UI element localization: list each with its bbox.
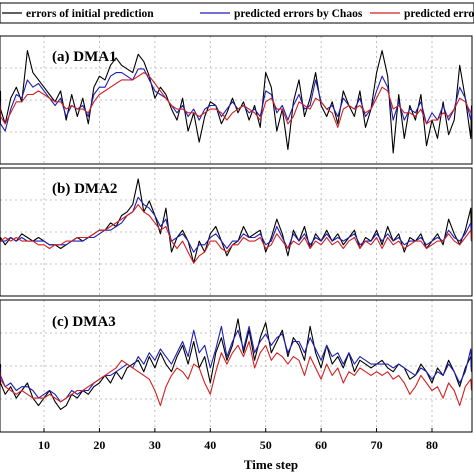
panel-dma2-grid [0, 168, 472, 296]
x-tick-label: 70 [371, 438, 383, 452]
panel-dma2-series [0, 178, 473, 264]
x-tick-label: 30 [149, 438, 161, 452]
legend: errors of initial prediction predicted e… [0, 2, 474, 24]
panel-dma1-series [0, 50, 473, 154]
panel-dma2: (b) DMA2 [0, 167, 473, 297]
panel-dma1-title: (a) DMA1 [52, 49, 117, 65]
panel-dma2-frame [0, 167, 473, 297]
x-tick-label: 40 [204, 438, 216, 452]
series-line-dma1-initial [0, 50, 473, 154]
legend-label-predicted: predicted errors [404, 8, 474, 20]
legend-label-initial: errors of initial prediction [26, 8, 154, 20]
legend-label-chaos: predicted errors by Chaos [234, 8, 363, 20]
panel-dma1-frame [0, 35, 473, 165]
panel-dma1-grid [0, 36, 472, 164]
x-tick-label: 80 [426, 438, 438, 452]
panel-dma1: (a) DMA1 [0, 35, 473, 165]
panel-dma3: (c) DMA3 [0, 299, 473, 433]
panel-dma3-series [0, 318, 473, 410]
series-line-dma3-initial [0, 318, 473, 410]
series-line-dma3-predicted [0, 340, 473, 407]
series-line-dma3-chaos [0, 325, 473, 403]
series-line-dma1-predicted [0, 72, 472, 128]
x-axis-ticks: 10 20 30 40 50 60 70 80 [38, 428, 438, 452]
panel-dma3-title: (c) DMA3 [52, 314, 116, 330]
x-axis-label: Time step [244, 457, 298, 472]
x-tick-label: 20 [93, 438, 105, 452]
panel-dma2-title: (b) DMA2 [52, 181, 117, 197]
panel-dma3-frame [0, 299, 473, 433]
series-line-dma2-predicted [0, 204, 473, 264]
x-tick-label: 10 [38, 438, 50, 452]
x-tick-label: 60 [315, 438, 327, 452]
x-tick-label: 50 [260, 438, 272, 452]
series-line-dma2-chaos [0, 196, 473, 253]
